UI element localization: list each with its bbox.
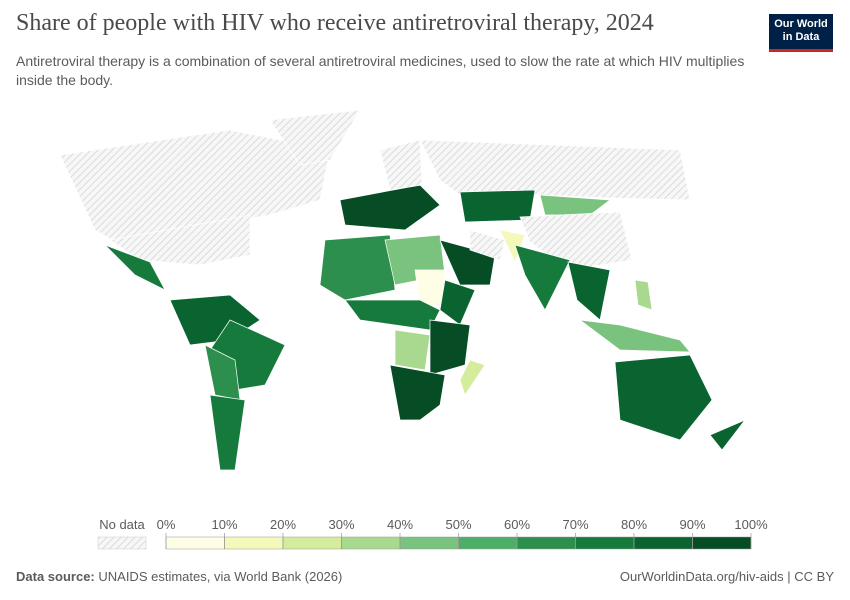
- country[interactable]: [209, 394, 246, 471]
- legend-bin: [341, 536, 401, 550]
- country[interactable]: [634, 279, 653, 311]
- country[interactable]: [59, 129, 331, 251]
- country[interactable]: [578, 319, 691, 353]
- legend-tick-label: 40%: [387, 517, 413, 532]
- legend-bin: [575, 536, 635, 550]
- country[interactable]: [389, 364, 446, 421]
- legend-bin: [282, 536, 342, 550]
- country[interactable]: [519, 211, 633, 271]
- logo-line: Our World: [774, 18, 828, 30]
- legend-bin: [458, 536, 518, 550]
- country[interactable]: [514, 244, 571, 311]
- country[interactable]: [469, 229, 506, 261]
- legend-tick-label: 50%: [445, 517, 471, 532]
- country[interactable]: [379, 139, 423, 191]
- country[interactable]: [709, 419, 747, 451]
- legend-bin: [692, 536, 752, 550]
- legend-tick-label: 60%: [504, 517, 530, 532]
- legend-bin: [516, 536, 576, 550]
- country[interactable]: [439, 279, 476, 326]
- legend-tick-label: 20%: [270, 517, 296, 532]
- legend-bin: [399, 536, 459, 550]
- logo[interactable]: Our World in Data: [769, 14, 833, 52]
- no-data-swatch: [97, 536, 147, 550]
- country[interactable]: [394, 329, 431, 371]
- country[interactable]: [344, 299, 441, 331]
- subtitle: Antiretroviral therapy is a combination …: [16, 53, 745, 88]
- source-text: UNAIDS estimates, via World Bank (2026): [98, 569, 343, 584]
- url[interactable]: OurWorldinData.org/hiv-aids | CC BY: [619, 569, 834, 584]
- country[interactable]: [429, 319, 471, 376]
- legend-tick-label: 70%: [562, 517, 588, 532]
- logo-line: in Data: [782, 31, 820, 43]
- country[interactable]: [339, 184, 441, 231]
- country[interactable]: [319, 234, 396, 301]
- legend-tick-label: 80%: [621, 517, 647, 532]
- legend-bin: [165, 536, 225, 550]
- no-data-label: No data: [99, 517, 145, 532]
- legend-tick-label: 90%: [679, 517, 705, 532]
- country[interactable]: [104, 244, 166, 291]
- country[interactable]: [419, 139, 691, 201]
- country[interactable]: [459, 359, 486, 396]
- countries: [59, 109, 747, 471]
- legend-tick-label: 0%: [157, 517, 176, 532]
- country[interactable]: [269, 109, 361, 166]
- country[interactable]: [567, 261, 611, 321]
- source: Data source: UNAIDS estimates, via World…: [16, 569, 342, 584]
- source-label: Data source:: [16, 569, 95, 584]
- country[interactable]: [539, 194, 611, 216]
- legend-tick-label: 100%: [734, 517, 768, 532]
- legend-tick-label: 30%: [328, 517, 354, 532]
- legend-tick-label: 10%: [211, 517, 237, 532]
- country[interactable]: [614, 354, 713, 441]
- legend-bin: [633, 536, 693, 550]
- title: Share of people with HIV who receive ant…: [16, 10, 654, 36]
- legend-bin: [224, 536, 284, 550]
